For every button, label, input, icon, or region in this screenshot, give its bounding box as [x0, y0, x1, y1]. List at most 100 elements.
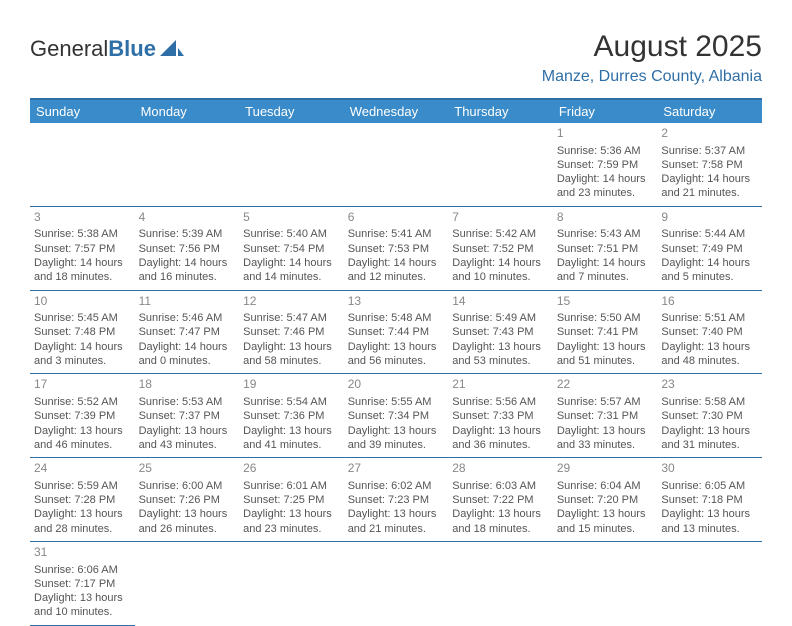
calendar-cell-empty [448, 123, 553, 206]
cell-ss: Sunset: 7:58 PM [661, 158, 758, 172]
cell-d1: Daylight: 13 hours [557, 340, 654, 354]
cell-d1: Daylight: 13 hours [452, 507, 549, 521]
day-header-row: SundayMondayTuesdayWednesdayThursdayFrid… [30, 99, 762, 123]
cell-d2: and 56 minutes. [348, 354, 445, 368]
cell-sr: Sunrise: 5:54 AM [243, 395, 340, 409]
cell-d2: and 10 minutes. [452, 270, 549, 284]
cell-ss: Sunset: 7:30 PM [661, 409, 758, 423]
day-number: 7 [452, 210, 549, 226]
day-number: 19 [243, 377, 340, 393]
cell-d2: and 21 minutes. [348, 522, 445, 536]
cell-d2: and 36 minutes. [452, 438, 549, 452]
cell-sr: Sunrise: 5:50 AM [557, 311, 654, 325]
cell-d2: and 12 minutes. [348, 270, 445, 284]
cell-ss: Sunset: 7:20 PM [557, 493, 654, 507]
cell-sr: Sunrise: 5:38 AM [34, 227, 131, 241]
day-number: 21 [452, 377, 549, 393]
calendar-cell: 2Sunrise: 5:37 AMSunset: 7:58 PMDaylight… [657, 123, 762, 206]
cell-d1: Daylight: 13 hours [348, 424, 445, 438]
cell-d2: and 23 minutes. [243, 522, 340, 536]
cell-sr: Sunrise: 5:59 AM [34, 479, 131, 493]
cell-sr: Sunrise: 6:04 AM [557, 479, 654, 493]
cell-d1: Daylight: 14 hours [348, 256, 445, 270]
cell-d2: and 21 minutes. [661, 186, 758, 200]
cell-d1: Daylight: 13 hours [243, 340, 340, 354]
cell-sr: Sunrise: 5:56 AM [452, 395, 549, 409]
cell-d1: Daylight: 13 hours [661, 424, 758, 438]
calendar-cell: 3Sunrise: 5:38 AMSunset: 7:57 PMDaylight… [30, 206, 135, 290]
calendar-row: 17Sunrise: 5:52 AMSunset: 7:39 PMDayligh… [30, 374, 762, 458]
day-header: Thursday [448, 99, 553, 123]
cell-sr: Sunrise: 5:58 AM [661, 395, 758, 409]
cell-sr: Sunrise: 6:00 AM [139, 479, 236, 493]
day-number: 27 [348, 461, 445, 477]
cell-d2: and 53 minutes. [452, 354, 549, 368]
calendar-cell: 18Sunrise: 5:53 AMSunset: 7:37 PMDayligh… [135, 374, 240, 458]
day-number: 31 [34, 545, 131, 561]
cell-d2: and 13 minutes. [661, 522, 758, 536]
day-header: Friday [553, 99, 658, 123]
cell-ss: Sunset: 7:18 PM [661, 493, 758, 507]
cell-d2: and 18 minutes. [452, 522, 549, 536]
cell-d1: Daylight: 13 hours [34, 507, 131, 521]
calendar-cell-empty [553, 541, 658, 625]
cell-ss: Sunset: 7:53 PM [348, 242, 445, 256]
cell-d1: Daylight: 14 hours [452, 256, 549, 270]
cell-d2: and 33 minutes. [557, 438, 654, 452]
cell-d2: and 5 minutes. [661, 270, 758, 284]
calendar-row: 31Sunrise: 6:06 AMSunset: 7:17 PMDayligh… [30, 541, 762, 625]
cell-ss: Sunset: 7:43 PM [452, 325, 549, 339]
calendar-row: 10Sunrise: 5:45 AMSunset: 7:48 PMDayligh… [30, 290, 762, 374]
calendar-cell: 22Sunrise: 5:57 AMSunset: 7:31 PMDayligh… [553, 374, 658, 458]
cell-d1: Daylight: 13 hours [557, 507, 654, 521]
calendar-cell: 26Sunrise: 6:01 AMSunset: 7:25 PMDayligh… [239, 458, 344, 542]
calendar-cell: 17Sunrise: 5:52 AMSunset: 7:39 PMDayligh… [30, 374, 135, 458]
cell-ss: Sunset: 7:34 PM [348, 409, 445, 423]
logo-text-a: General [30, 36, 108, 62]
calendar-body: 1Sunrise: 5:36 AMSunset: 7:59 PMDaylight… [30, 123, 762, 625]
cell-d2: and 15 minutes. [557, 522, 654, 536]
cell-sr: Sunrise: 5:47 AM [243, 311, 340, 325]
calendar-cell: 14Sunrise: 5:49 AMSunset: 7:43 PMDayligh… [448, 290, 553, 374]
cell-ss: Sunset: 7:28 PM [34, 493, 131, 507]
day-number: 15 [557, 294, 654, 310]
calendar-cell: 11Sunrise: 5:46 AMSunset: 7:47 PMDayligh… [135, 290, 240, 374]
cell-sr: Sunrise: 5:49 AM [452, 311, 549, 325]
cell-d2: and 39 minutes. [348, 438, 445, 452]
calendar-cell: 8Sunrise: 5:43 AMSunset: 7:51 PMDaylight… [553, 206, 658, 290]
day-number: 25 [139, 461, 236, 477]
calendar-cell: 16Sunrise: 5:51 AMSunset: 7:40 PMDayligh… [657, 290, 762, 374]
calendar-row: 24Sunrise: 5:59 AMSunset: 7:28 PMDayligh… [30, 458, 762, 542]
day-number: 16 [661, 294, 758, 310]
calendar-cell: 10Sunrise: 5:45 AMSunset: 7:48 PMDayligh… [30, 290, 135, 374]
calendar-cell-empty [239, 123, 344, 206]
calendar-cell: 6Sunrise: 5:41 AMSunset: 7:53 PMDaylight… [344, 206, 449, 290]
cell-sr: Sunrise: 5:53 AM [139, 395, 236, 409]
cell-d1: Daylight: 14 hours [661, 256, 758, 270]
calendar-cell-empty [135, 123, 240, 206]
cell-d1: Daylight: 13 hours [139, 507, 236, 521]
calendar-cell: 12Sunrise: 5:47 AMSunset: 7:46 PMDayligh… [239, 290, 344, 374]
calendar-cell: 9Sunrise: 5:44 AMSunset: 7:49 PMDaylight… [657, 206, 762, 290]
calendar-cell: 28Sunrise: 6:03 AMSunset: 7:22 PMDayligh… [448, 458, 553, 542]
day-number: 5 [243, 210, 340, 226]
day-number: 18 [139, 377, 236, 393]
calendar-cell-empty [448, 541, 553, 625]
cell-sr: Sunrise: 5:40 AM [243, 227, 340, 241]
day-number: 3 [34, 210, 131, 226]
cell-sr: Sunrise: 5:45 AM [34, 311, 131, 325]
cell-ss: Sunset: 7:40 PM [661, 325, 758, 339]
cell-ss: Sunset: 7:25 PM [243, 493, 340, 507]
cell-d1: Daylight: 14 hours [243, 256, 340, 270]
cell-sr: Sunrise: 6:01 AM [243, 479, 340, 493]
cell-d2: and 0 minutes. [139, 354, 236, 368]
calendar-cell: 27Sunrise: 6:02 AMSunset: 7:23 PMDayligh… [344, 458, 449, 542]
cell-ss: Sunset: 7:54 PM [243, 242, 340, 256]
day-number: 20 [348, 377, 445, 393]
cell-sr: Sunrise: 5:51 AM [661, 311, 758, 325]
cell-d1: Daylight: 14 hours [34, 340, 131, 354]
cell-d2: and 26 minutes. [139, 522, 236, 536]
cell-sr: Sunrise: 5:42 AM [452, 227, 549, 241]
cell-d1: Daylight: 14 hours [139, 256, 236, 270]
calendar-cell-empty [135, 541, 240, 625]
